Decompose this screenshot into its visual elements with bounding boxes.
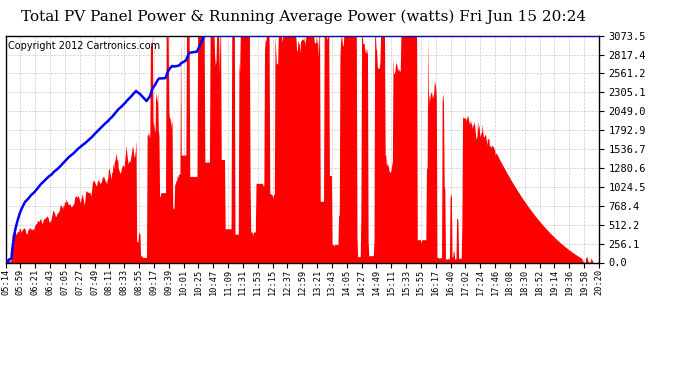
Text: Copyright 2012 Cartronics.com: Copyright 2012 Cartronics.com <box>8 41 161 51</box>
Text: Total PV Panel Power & Running Average Power (watts) Fri Jun 15 20:24: Total PV Panel Power & Running Average P… <box>21 9 586 24</box>
